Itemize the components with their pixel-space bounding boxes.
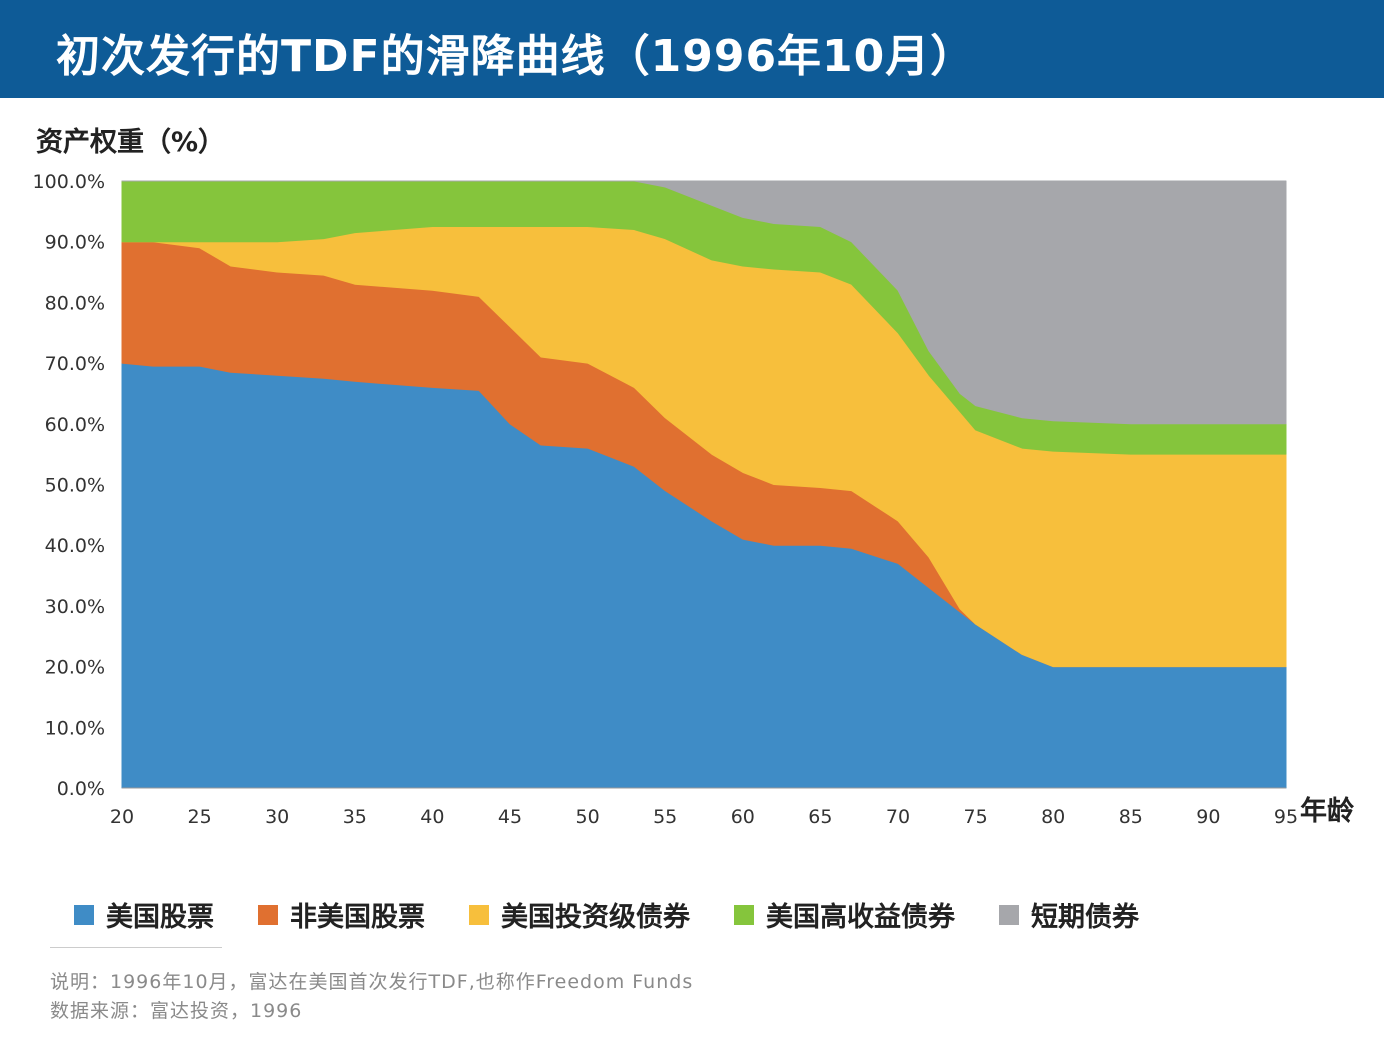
x-tick-label: 35 (343, 806, 367, 828)
legend-label: 非美国股票 (290, 902, 425, 933)
legend-label: 美国投资级债券 (501, 902, 690, 933)
legend-swatch (74, 904, 94, 925)
legend-swatch (734, 904, 754, 925)
y-tick-label: 30.0% (45, 596, 105, 618)
y-tick-label: 50.0% (45, 475, 105, 497)
x-tick-label: 90 (1196, 806, 1220, 828)
legend: 美国股票 非美国股票 美国投资级债券 美国高收益债券 短期债券 (74, 895, 1183, 934)
x-tick-label: 60 (731, 806, 755, 828)
y-tick-label: 20.0% (45, 657, 105, 679)
y-tick-label: 0.0% (57, 778, 105, 800)
x-tick-label: 95 (1274, 806, 1298, 828)
legend-item: 美国高收益债券 (734, 895, 955, 934)
y-tick-label: 10.0% (45, 717, 105, 739)
x-tick-label: 25 (188, 806, 212, 828)
y-tick-label: 100.0% (33, 171, 105, 193)
y-tick-label: 90.0% (45, 232, 105, 254)
footnote-source: 数据来源：富达投资，1996 (50, 1000, 303, 1022)
x-tick-label: 65 (808, 806, 832, 828)
x-tick-label: 50 (576, 806, 600, 828)
legend-label: 短期债券 (1031, 902, 1139, 933)
x-axis-title: 年龄 (1300, 795, 1355, 827)
divider (50, 947, 222, 948)
y-tick-label: 80.0% (45, 292, 105, 314)
legend-item: 美国投资级债券 (469, 895, 690, 934)
x-tick-label: 30 (265, 806, 289, 828)
legend-label: 美国股票 (106, 902, 214, 933)
legend-item: 美国股票 (74, 895, 214, 934)
footnote-note: 说明：1996年10月，富达在美国首次发行TDF,也称作Freedom Fund… (50, 971, 694, 993)
y-tick-label: 70.0% (45, 353, 105, 375)
page-title: 初次发行的TDF的滑降曲线（1996年10月） (56, 31, 976, 82)
x-tick-label: 75 (964, 806, 988, 828)
x-tick-label: 20 (110, 806, 134, 828)
legend-swatch (469, 904, 489, 925)
x-tick-label: 45 (498, 806, 522, 828)
legend-item: 短期债券 (999, 895, 1139, 934)
x-tick-label: 70 (886, 806, 910, 828)
legend-label: 美国高收益债券 (766, 902, 955, 933)
legend-swatch (999, 904, 1019, 925)
x-tick-label: 80 (1041, 806, 1065, 828)
title-bar: 初次发行的TDF的滑降曲线（1996年10月） (0, 0, 1384, 98)
y-axis-title: 资产权重（%） (36, 127, 226, 158)
y-tick-label: 60.0% (45, 414, 105, 436)
legend-item: 非美国股票 (258, 895, 425, 934)
x-tick-label: 40 (420, 806, 444, 828)
x-tick-label: 85 (1119, 806, 1143, 828)
legend-swatch (258, 904, 278, 925)
x-tick-label: 55 (653, 806, 677, 828)
area-series-5 (121, 180, 1287, 425)
y-tick-label: 40.0% (45, 535, 105, 557)
